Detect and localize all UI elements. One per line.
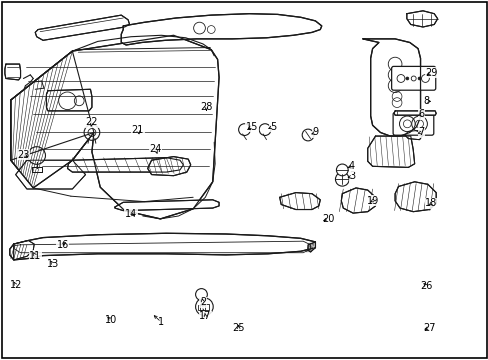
Polygon shape xyxy=(11,51,94,188)
Text: 4: 4 xyxy=(348,161,354,171)
Text: 6: 6 xyxy=(418,109,424,120)
Text: 25: 25 xyxy=(232,323,244,333)
Text: 19: 19 xyxy=(366,196,378,206)
Text: 2: 2 xyxy=(200,297,205,307)
Text: 27: 27 xyxy=(422,323,435,333)
Polygon shape xyxy=(115,200,219,211)
Text: 29: 29 xyxy=(424,68,437,78)
Text: 23: 23 xyxy=(17,150,30,160)
Polygon shape xyxy=(5,64,20,80)
Polygon shape xyxy=(394,182,435,212)
Polygon shape xyxy=(307,242,315,252)
Text: 26: 26 xyxy=(419,281,432,291)
Text: 11: 11 xyxy=(29,251,41,261)
Polygon shape xyxy=(14,240,34,260)
Text: 24: 24 xyxy=(149,144,162,154)
Text: 8: 8 xyxy=(423,96,428,106)
Polygon shape xyxy=(32,167,41,172)
Polygon shape xyxy=(404,130,422,140)
Polygon shape xyxy=(362,39,420,136)
Bar xyxy=(197,305,205,310)
Polygon shape xyxy=(279,193,320,210)
Text: 21: 21 xyxy=(131,125,144,135)
Text: 28: 28 xyxy=(200,102,212,112)
Text: 20: 20 xyxy=(322,214,334,224)
Text: 10: 10 xyxy=(105,315,118,325)
Text: 12: 12 xyxy=(9,280,22,290)
Polygon shape xyxy=(11,35,219,219)
Text: 18: 18 xyxy=(424,198,437,208)
Text: 7: 7 xyxy=(418,127,424,138)
Polygon shape xyxy=(121,14,321,45)
Circle shape xyxy=(417,77,420,80)
Circle shape xyxy=(28,147,45,164)
Text: 5: 5 xyxy=(269,122,275,132)
Polygon shape xyxy=(10,233,315,260)
Text: 3: 3 xyxy=(348,171,354,181)
Circle shape xyxy=(84,125,100,140)
Polygon shape xyxy=(393,111,435,115)
Circle shape xyxy=(405,77,408,80)
Polygon shape xyxy=(341,188,375,213)
Polygon shape xyxy=(367,136,414,167)
Polygon shape xyxy=(147,157,190,176)
Polygon shape xyxy=(67,158,183,172)
Circle shape xyxy=(195,289,207,300)
Circle shape xyxy=(335,172,348,186)
Circle shape xyxy=(336,164,347,176)
FancyBboxPatch shape xyxy=(391,66,435,90)
Text: 13: 13 xyxy=(46,259,59,269)
Text: 1: 1 xyxy=(158,317,164,327)
Polygon shape xyxy=(46,89,92,111)
Text: 16: 16 xyxy=(56,240,69,250)
Text: 15: 15 xyxy=(245,122,258,132)
Polygon shape xyxy=(16,160,85,189)
Text: 14: 14 xyxy=(124,209,137,219)
Circle shape xyxy=(238,124,250,135)
FancyBboxPatch shape xyxy=(392,112,433,135)
Circle shape xyxy=(259,124,270,135)
Polygon shape xyxy=(406,11,437,27)
Text: 17: 17 xyxy=(199,311,211,321)
Circle shape xyxy=(302,129,313,141)
Polygon shape xyxy=(35,15,129,40)
Circle shape xyxy=(195,298,213,315)
Text: 9: 9 xyxy=(312,127,318,138)
Text: 22: 22 xyxy=(85,117,98,127)
